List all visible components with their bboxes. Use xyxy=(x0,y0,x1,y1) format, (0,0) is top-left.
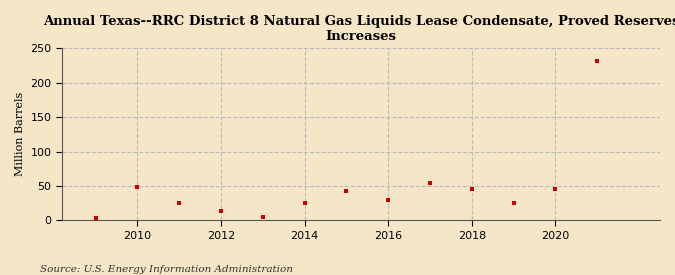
Point xyxy=(466,186,477,191)
Text: Source: U.S. Energy Information Administration: Source: U.S. Energy Information Administ… xyxy=(40,265,294,274)
Point xyxy=(299,201,310,205)
Point xyxy=(173,201,184,205)
Title: Annual Texas--RRC District 8 Natural Gas Liquids Lease Condensate, Proved Reserv: Annual Texas--RRC District 8 Natural Gas… xyxy=(43,15,675,43)
Point xyxy=(90,216,101,221)
Point xyxy=(508,201,519,205)
Point xyxy=(425,181,435,185)
Y-axis label: Million Barrels: Million Barrels xyxy=(15,92,25,177)
Point xyxy=(341,189,352,194)
Point xyxy=(550,187,561,192)
Point xyxy=(592,59,603,63)
Point xyxy=(383,197,394,202)
Point xyxy=(132,185,142,189)
Point xyxy=(257,215,268,219)
Point xyxy=(215,208,226,213)
